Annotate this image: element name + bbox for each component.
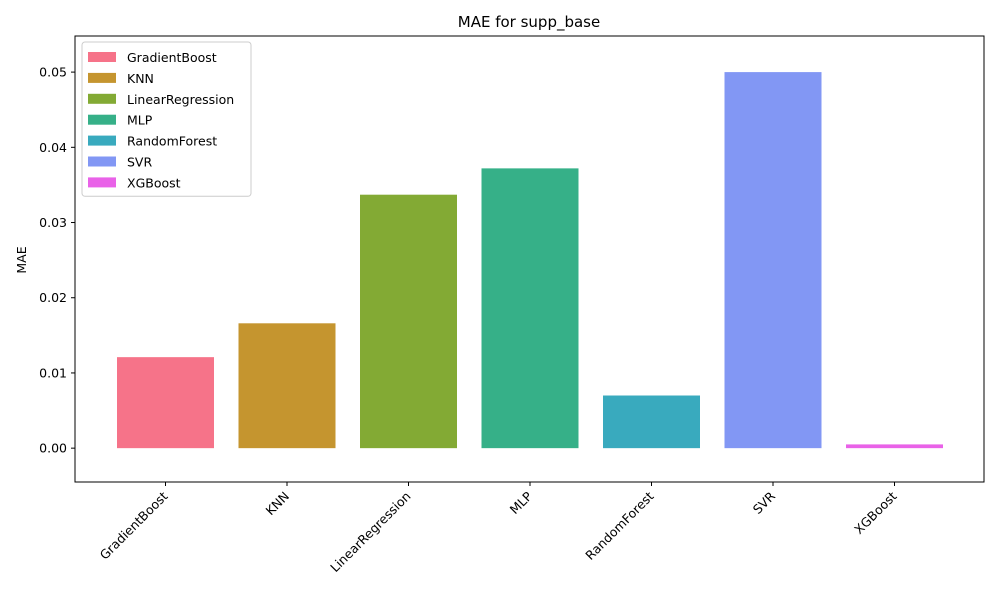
legend-label: SVR — [127, 155, 152, 170]
legend-label: GradientBoost — [127, 50, 217, 65]
y-tick-label: 0.04 — [39, 140, 67, 155]
x-tick-label: GradientBoost — [97, 488, 171, 562]
y-axis: 0.00 0.01 0.02 0.03 0.04 0.05 — [39, 65, 75, 456]
bar-xgboost — [846, 444, 943, 449]
bar-gradientboost — [117, 357, 214, 449]
legend-swatch — [88, 156, 116, 167]
x-tick-label: SVR — [750, 488, 779, 517]
legend-label: RandomForest — [127, 134, 217, 149]
legend-swatch — [88, 93, 116, 104]
legend-swatch — [88, 114, 116, 125]
legend-swatch — [88, 135, 116, 146]
x-tick-label: XGBoost — [851, 488, 900, 537]
legend-swatch — [88, 52, 116, 62]
legend: GradientBoost KNN LinearRegression MLP Rando… — [81, 41, 252, 197]
bar-linearregression — [360, 194, 457, 449]
y-tick-label: 0.05 — [39, 65, 67, 80]
x-tick-label: KNN — [262, 489, 292, 519]
legend-label: KNN — [127, 71, 154, 86]
x-tick-label: LinearRegression — [327, 489, 413, 575]
bar-svr — [724, 72, 822, 449]
legend-swatch — [88, 72, 116, 83]
legend-label: XGBoost — [127, 175, 181, 190]
y-tick-label: 0.03 — [39, 215, 67, 230]
bars — [117, 72, 943, 449]
x-tick-label: MLP — [507, 488, 536, 517]
bar-mlp — [481, 168, 579, 449]
chart-title: MAE for supp_base — [458, 13, 600, 32]
legend-label: MLP — [127, 113, 153, 128]
x-axis: GradientBoost KNN LinearRegression MLP Rando… — [97, 482, 900, 575]
bar-randomforest — [603, 395, 700, 449]
y-tick-label: 0.01 — [39, 365, 67, 380]
y-tick-label: 0.02 — [39, 290, 67, 305]
legend-swatch — [88, 177, 116, 188]
plot-frame — [74, 35, 985, 483]
legend-label: LinearRegression — [127, 92, 234, 107]
y-axis-title: MAE — [14, 246, 29, 273]
y-tick-label: 0.00 — [39, 441, 67, 456]
bar-knn — [238, 323, 336, 449]
x-tick-label: RandomForest — [582, 488, 656, 562]
legend-box — [81, 41, 252, 197]
